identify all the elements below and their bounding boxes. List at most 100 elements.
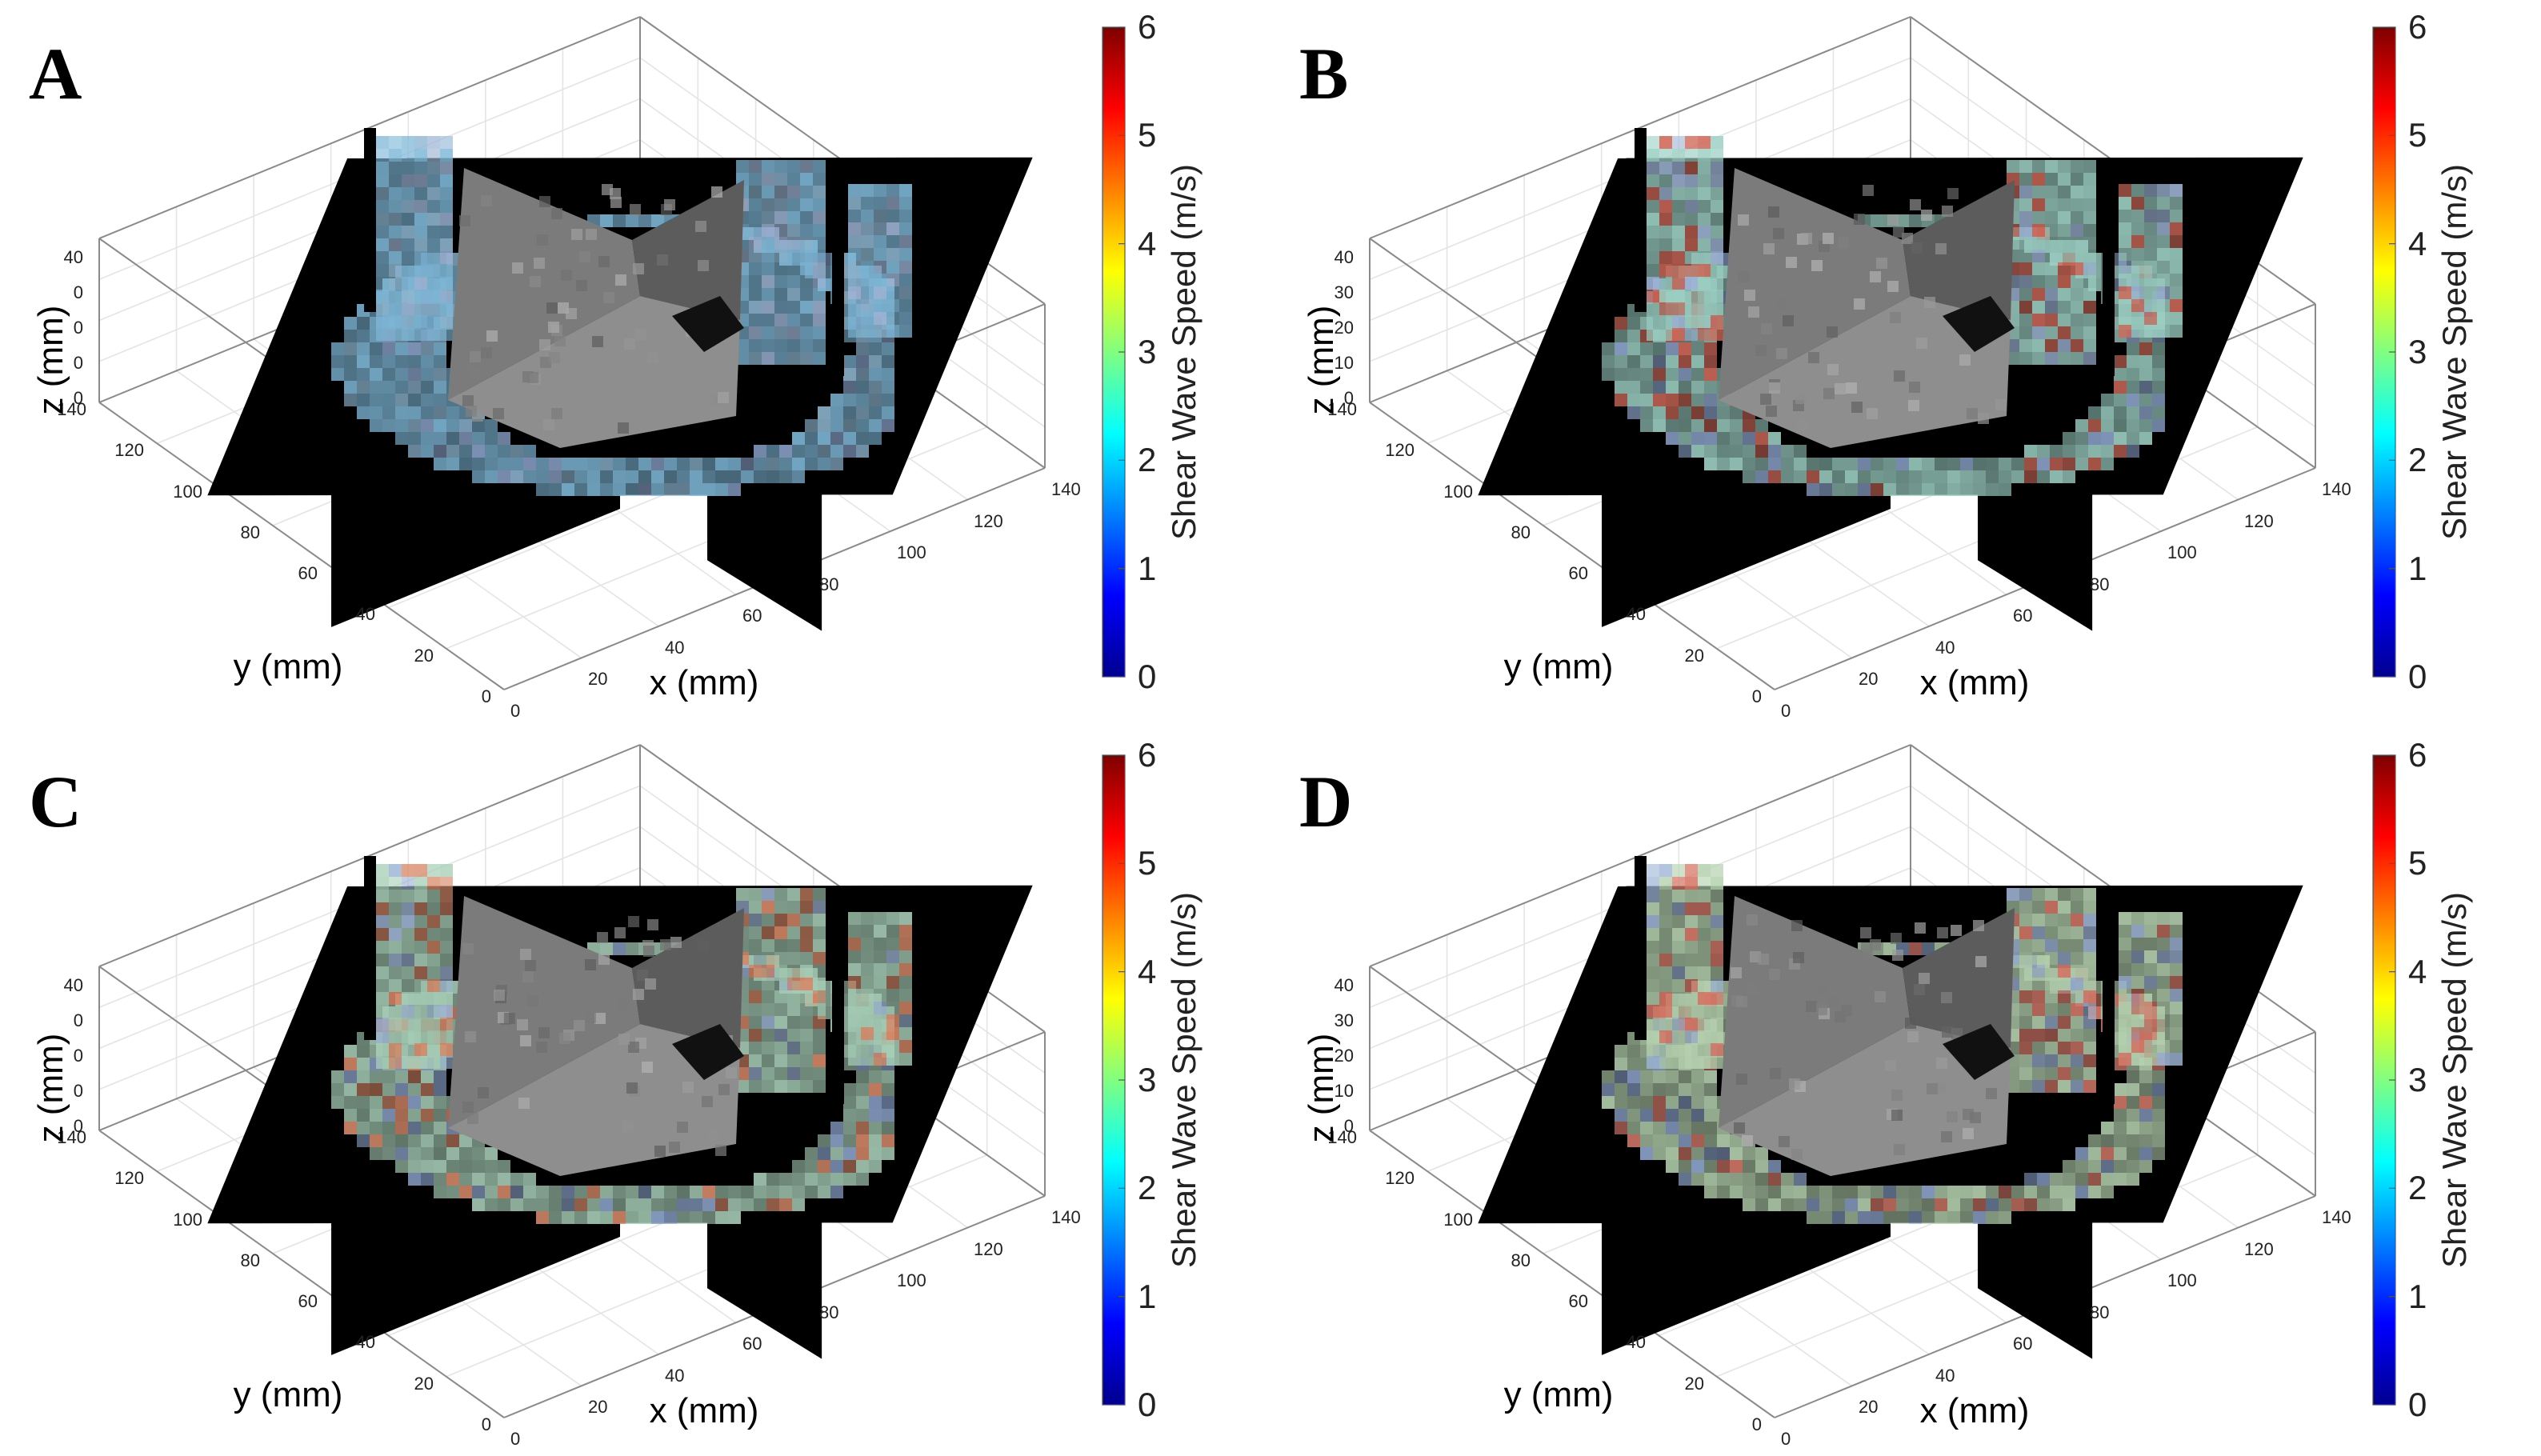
y-tick-label: 60 xyxy=(298,1291,318,1311)
y-tick-label: 60 xyxy=(1569,1291,1588,1311)
colorbar-tick-label: 3 xyxy=(2408,1061,2427,1098)
tick-labels: 0204060801001201400204060801001201400102… xyxy=(1327,975,2351,1449)
z-tick-label: 30 xyxy=(1335,1010,1354,1030)
x-tick-label: 80 xyxy=(2090,574,2109,594)
axis-labels: x (mm) y (mm) z (mm) xyxy=(31,306,758,702)
x-tick-label: 20 xyxy=(1859,1397,1878,1417)
y-tick-label: 120 xyxy=(1385,1168,1415,1188)
y-tick-label: 100 xyxy=(173,1210,202,1230)
z-tick-label: 40 xyxy=(64,975,83,995)
y-tick-label: 0 xyxy=(482,686,491,706)
z-tick-label: 10 xyxy=(1335,353,1354,373)
colorbar-tick-label: 5 xyxy=(1138,116,1156,154)
plot-3d: 0204060801001201400204060801001201400000… xyxy=(31,8,1202,721)
x-tick-label: 140 xyxy=(2322,1207,2351,1227)
axis-labels: x (mm) y (mm) z (mm) xyxy=(1302,306,2029,702)
y-tick-label: 100 xyxy=(173,482,202,502)
slice-edges xyxy=(364,128,844,376)
y-tick-label: 80 xyxy=(241,522,260,542)
tick-labels: 0204060801001201400204060801001201400000… xyxy=(57,247,1080,721)
x-tick-label: 140 xyxy=(2322,479,2351,499)
colorbar: 0 1 2 3 4 5 6 Shear Wave Speed (m/s) xyxy=(1102,8,1202,695)
x-tick-label: 60 xyxy=(2013,606,2032,626)
x-tick-label: 120 xyxy=(2244,1239,2274,1259)
colorbar-tick-label: 5 xyxy=(2408,844,2427,882)
y-tick-label: 40 xyxy=(1627,604,1646,624)
colorbar-tick-label: 4 xyxy=(2408,225,2427,262)
x-tick-label: 20 xyxy=(1859,669,1878,689)
colorbar: 0 1 2 3 4 5 6 Shear Wave Speed (m/s) xyxy=(2372,736,2473,1423)
slice-edges xyxy=(1635,856,2115,1104)
colorbar-tick-label: 0 xyxy=(2408,658,2427,695)
colorbar-tick-label: 0 xyxy=(1138,658,1156,695)
y-tick-label: 40 xyxy=(356,1332,375,1352)
colorbar-tick-label: 2 xyxy=(2408,1169,2427,1206)
z-axis-label: z (mm) xyxy=(1302,1034,1341,1143)
plot-3d: 0204060801001201400204060801001201400102… xyxy=(1302,736,2473,1449)
panel-a: A 0 20 40 60 80 100 120 140 0 20 40 60 80 100 120 140 0 0 0… xyxy=(0,0,1270,728)
colorbar-tick-label: 4 xyxy=(1138,225,1156,262)
y-tick-label: 120 xyxy=(1385,440,1415,460)
axis-labels: x (mm) y (mm) z (mm) xyxy=(1302,1034,2029,1430)
x-tick-label: 0 xyxy=(510,1429,520,1449)
x-tick-label: 0 xyxy=(1781,1429,1791,1449)
z-tick-label: 40 xyxy=(1335,247,1354,267)
colorbar-tick-label: 6 xyxy=(1138,736,1156,774)
x-tick-label: 20 xyxy=(588,1397,607,1417)
plot-3d: 0204060801001201400204060801001201400000… xyxy=(31,736,1202,1449)
colorbar: 0 1 2 3 4 5 6 Shear Wave Speed (m/s) xyxy=(2372,8,2473,695)
vertical-overlays xyxy=(376,136,912,365)
z-tick-label: 40 xyxy=(1335,975,1354,995)
vertical-overlays xyxy=(1647,136,2183,365)
x-axis-label: x (mm) xyxy=(1920,1391,2030,1430)
colorbar-tick-label: 1 xyxy=(1138,1278,1156,1315)
colorbar-tick-label: 6 xyxy=(1138,8,1156,46)
panel-letter: B xyxy=(1299,33,1349,114)
y-axis-label: y (mm) xyxy=(234,647,343,686)
x-tick-label: 100 xyxy=(2167,542,2197,562)
y-tick-label: 80 xyxy=(1511,522,1531,542)
colorbar-tick-label: 1 xyxy=(1138,550,1156,587)
y-tick-label: 80 xyxy=(241,1250,260,1270)
colorbar-label: Shear Wave Speed (m/s) xyxy=(2435,892,2473,1268)
z-tick-label: 30 xyxy=(1335,282,1354,302)
z-axis-label: z (mm) xyxy=(1302,306,1341,415)
z-axis-label: z (mm) xyxy=(31,306,70,415)
x-tick-label: 40 xyxy=(1935,1366,1955,1386)
tick-labels: 0204060801001201400204060801001201400000… xyxy=(57,975,1080,1449)
y-tick-label: 100 xyxy=(1443,482,1473,502)
bmode-cross xyxy=(448,168,744,448)
y-tick-label: 80 xyxy=(1511,1250,1531,1270)
x-tick-label: 60 xyxy=(2013,1334,2032,1354)
slice-edges xyxy=(364,856,844,1104)
y-axis-label: y (mm) xyxy=(234,1375,343,1414)
x-tick-label: 20 xyxy=(588,669,607,689)
z-tick-label: 0 xyxy=(74,353,83,373)
y-tick-label: 0 xyxy=(1752,686,1762,706)
y-tick-label: 120 xyxy=(114,1168,144,1188)
z-tick-label: 0 xyxy=(74,388,83,408)
colorbar-label: Shear Wave Speed (m/s) xyxy=(2435,164,2473,540)
z-tick-label: 0 xyxy=(74,1081,83,1101)
x-tick-label: 60 xyxy=(742,606,762,626)
z-tick-label: 20 xyxy=(1335,1046,1354,1066)
bmode-cross xyxy=(448,896,744,1176)
y-tick-label: 20 xyxy=(1685,1374,1704,1394)
z-tick-label: 20 xyxy=(1335,318,1354,338)
colorbar-tick-label: 6 xyxy=(2408,736,2427,774)
colorbar-tick-label: 6 xyxy=(2408,8,2427,46)
colorbar-tick-label: 5 xyxy=(2408,116,2427,154)
y-tick-label: 60 xyxy=(1569,563,1588,583)
z-tick-label: 40 xyxy=(64,247,83,267)
x-tick-label: 120 xyxy=(2244,511,2274,531)
x-tick-label: 100 xyxy=(897,542,926,562)
colorbar-tick-label: 4 xyxy=(2408,953,2427,990)
colorbar-label: Shear Wave Speed (m/s) xyxy=(1165,164,1202,540)
y-tick-label: 40 xyxy=(1627,1332,1646,1352)
y-tick-label: 20 xyxy=(414,646,434,666)
colorbar-tick-label: 0 xyxy=(2408,1386,2427,1423)
x-tick-label: 100 xyxy=(2167,1270,2197,1290)
x-tick-label: 60 xyxy=(742,1334,762,1354)
z-tick-label: 0 xyxy=(1344,388,1354,408)
y-tick-label: 140 xyxy=(57,1127,86,1147)
